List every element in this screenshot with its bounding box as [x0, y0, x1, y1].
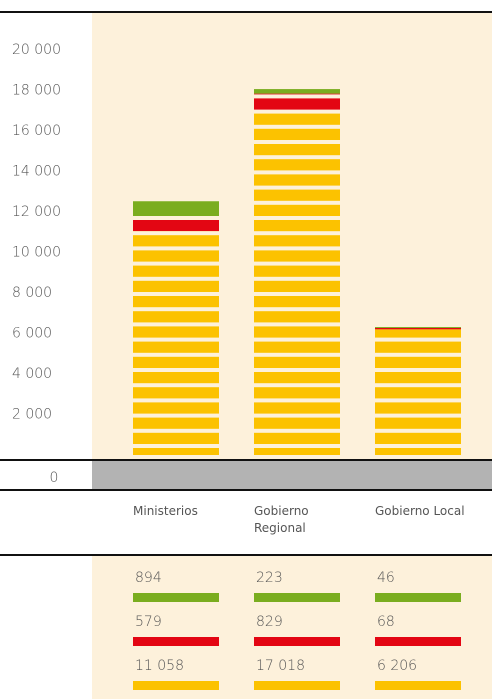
stripe-gap	[254, 140, 340, 144]
stripe-gap	[375, 337, 461, 342]
stripe-gap	[133, 307, 219, 312]
stripe-gap	[133, 383, 219, 388]
stripe-gap	[133, 398, 219, 403]
stripe-gap	[375, 413, 461, 418]
stripe-gap	[254, 307, 340, 312]
table-background	[92, 555, 492, 699]
category-label: Ministerios	[133, 504, 198, 518]
zero-band	[92, 460, 492, 490]
stripe-gap	[133, 322, 219, 327]
y-tick-label: 8 000	[12, 285, 52, 301]
stripe-gap	[133, 292, 219, 296]
value-label: 17 018	[256, 658, 305, 674]
stripe-gap	[254, 428, 340, 433]
legend-swatch	[133, 637, 219, 646]
value-label: 68	[377, 614, 395, 630]
stripe-gap	[375, 368, 461, 372]
stripe-gap	[254, 398, 340, 403]
legend-swatch	[254, 637, 340, 646]
y-tick-label: 2 000	[12, 407, 52, 423]
legend-swatch	[254, 593, 340, 602]
stripe-gap	[133, 246, 219, 251]
y-tick-label: 10 000	[12, 245, 61, 261]
stripe-gap	[133, 216, 219, 220]
bar-segment	[133, 219, 219, 232]
stripe-gap	[254, 185, 340, 190]
y-tick-label: 20 000	[12, 42, 61, 58]
stripe-gap	[133, 231, 219, 236]
legend-swatch	[133, 593, 219, 602]
stripe-gap	[133, 261, 219, 266]
bar-segment	[254, 110, 340, 455]
y-tick-label: 12 000	[12, 204, 61, 220]
stripe-gap	[254, 124, 340, 129]
stripe-gap	[254, 292, 340, 296]
legend-swatch	[375, 593, 461, 602]
value-label: 829	[256, 614, 283, 630]
value-label: 894	[135, 570, 162, 586]
stripe-gap	[254, 231, 340, 236]
legend-swatch	[375, 637, 461, 646]
legend-swatch	[254, 681, 340, 690]
y-tick-label: 0	[50, 470, 59, 486]
stripe-gap	[254, 94, 340, 99]
y-tick-label: 14 000	[12, 164, 61, 180]
bar-segment	[375, 327, 461, 330]
stripe-gap	[133, 368, 219, 372]
stripe-gap	[254, 246, 340, 251]
stripe-gap	[254, 413, 340, 418]
bar-segment	[375, 329, 461, 455]
stripe-gap	[254, 109, 340, 114]
stripe-gap	[375, 398, 461, 403]
stripe-gap	[133, 337, 219, 342]
stripe-gap	[254, 352, 340, 357]
stripe-gap	[254, 155, 340, 160]
category-label: Gobierno Local	[375, 504, 465, 518]
stripe-gap	[375, 383, 461, 388]
stripe-gap	[133, 276, 219, 281]
category-label: Gobierno Regional	[254, 504, 309, 535]
bar-segment	[254, 89, 340, 94]
value-label: 46	[377, 570, 395, 586]
stripe-gap	[133, 428, 219, 433]
stripe-gap	[254, 200, 340, 205]
value-label: 579	[135, 614, 162, 630]
stripe-gap	[254, 383, 340, 388]
value-label: 11 058	[135, 658, 184, 674]
stripe-gap	[254, 368, 340, 372]
bar-segment	[133, 201, 219, 220]
stripe-gap	[254, 444, 340, 448]
stripe-gap	[133, 444, 219, 448]
stripe-gap	[375, 428, 461, 433]
stripe-gap	[254, 216, 340, 220]
y-tick-label: 16 000	[12, 123, 61, 139]
stripe-gap	[254, 261, 340, 266]
value-label: 6 206	[377, 658, 417, 674]
stripe-gap	[254, 322, 340, 327]
stripe-gap	[254, 170, 340, 175]
stripe-gap	[133, 352, 219, 357]
stripe-gap	[375, 352, 461, 357]
y-tick-label: 6 000	[12, 326, 52, 342]
stripe-gap	[254, 276, 340, 281]
y-tick-label: 18 000	[12, 83, 61, 99]
legend-swatch	[133, 681, 219, 690]
stripe-gap	[375, 444, 461, 448]
bar-segment	[133, 231, 219, 455]
legend-swatch	[375, 681, 461, 690]
y-tick-label: 4 000	[12, 366, 52, 382]
stripe-gap	[133, 413, 219, 418]
stripe-gap	[254, 337, 340, 342]
value-label: 223	[256, 570, 283, 586]
bar-segment	[375, 327, 461, 328]
